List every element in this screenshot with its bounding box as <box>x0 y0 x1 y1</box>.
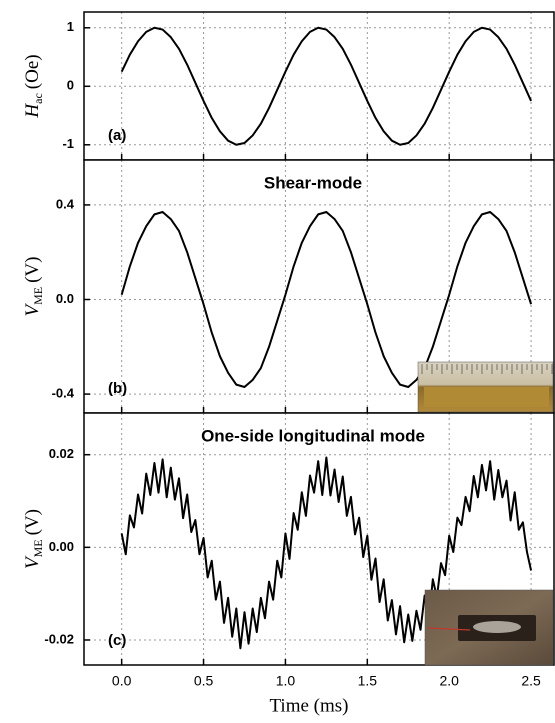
inset-photo <box>424 589 554 666</box>
panel-label: (c) <box>108 632 126 649</box>
y-tick-label: 1 <box>67 19 74 34</box>
y-axis-label-subscript: ac <box>31 93 45 104</box>
data-line <box>120 456 533 650</box>
y-axis-label-unit: (Oe) <box>22 54 43 89</box>
panel-title: Shear-mode <box>264 173 362 192</box>
y-tick-label: 0.4 <box>56 196 75 211</box>
x-tick-label: 0.0 <box>112 673 132 689</box>
y-axis-label-symbol: V <box>22 303 43 317</box>
x-tick-label: 1.0 <box>276 673 296 689</box>
inset-device-top <box>473 621 521 633</box>
y-axis-label-symbol: H <box>22 103 43 119</box>
inset-photo <box>417 361 554 413</box>
panel-title: One-side longitudinal mode <box>201 426 425 445</box>
y-axis-label: VME (V) <box>22 257 44 317</box>
y-axis-label: VME (V) <box>22 509 44 569</box>
y-tick-label: 0.0 <box>56 291 74 306</box>
y-tick-label: 0 <box>67 78 74 93</box>
x-axis-label: Time (ms) <box>269 695 348 716</box>
y-axis-label-unit: (V) <box>22 509 43 535</box>
y-axis-label: Hac (Oe) <box>22 54 44 118</box>
panel-label: (b) <box>108 380 127 397</box>
data-line <box>120 211 533 388</box>
y-tick-label: -0.02 <box>44 631 74 646</box>
y-tick-label: 0.00 <box>49 539 74 554</box>
inset-sample <box>424 387 549 407</box>
data-line <box>120 26 532 146</box>
x-tick-label: 2.0 <box>439 673 459 689</box>
x-tick-label: 0.5 <box>194 673 214 689</box>
y-axis-label-subscript: ME <box>31 539 45 557</box>
y-tick-label: -1 <box>62 136 74 151</box>
y-tick-label: 0.02 <box>49 446 74 461</box>
y-tick-label: -0.4 <box>52 386 75 401</box>
y-axis-label-unit: (V) <box>22 257 43 283</box>
inset-wire <box>427 627 471 631</box>
x-tick-label: 2.5 <box>521 673 541 689</box>
y-axis-label-symbol: V <box>22 555 43 569</box>
panel-label: (a) <box>108 127 126 144</box>
plot-border <box>83 412 555 666</box>
y-axis-label-subscript: ME <box>31 287 45 305</box>
x-tick-label: 1.5 <box>358 673 378 689</box>
